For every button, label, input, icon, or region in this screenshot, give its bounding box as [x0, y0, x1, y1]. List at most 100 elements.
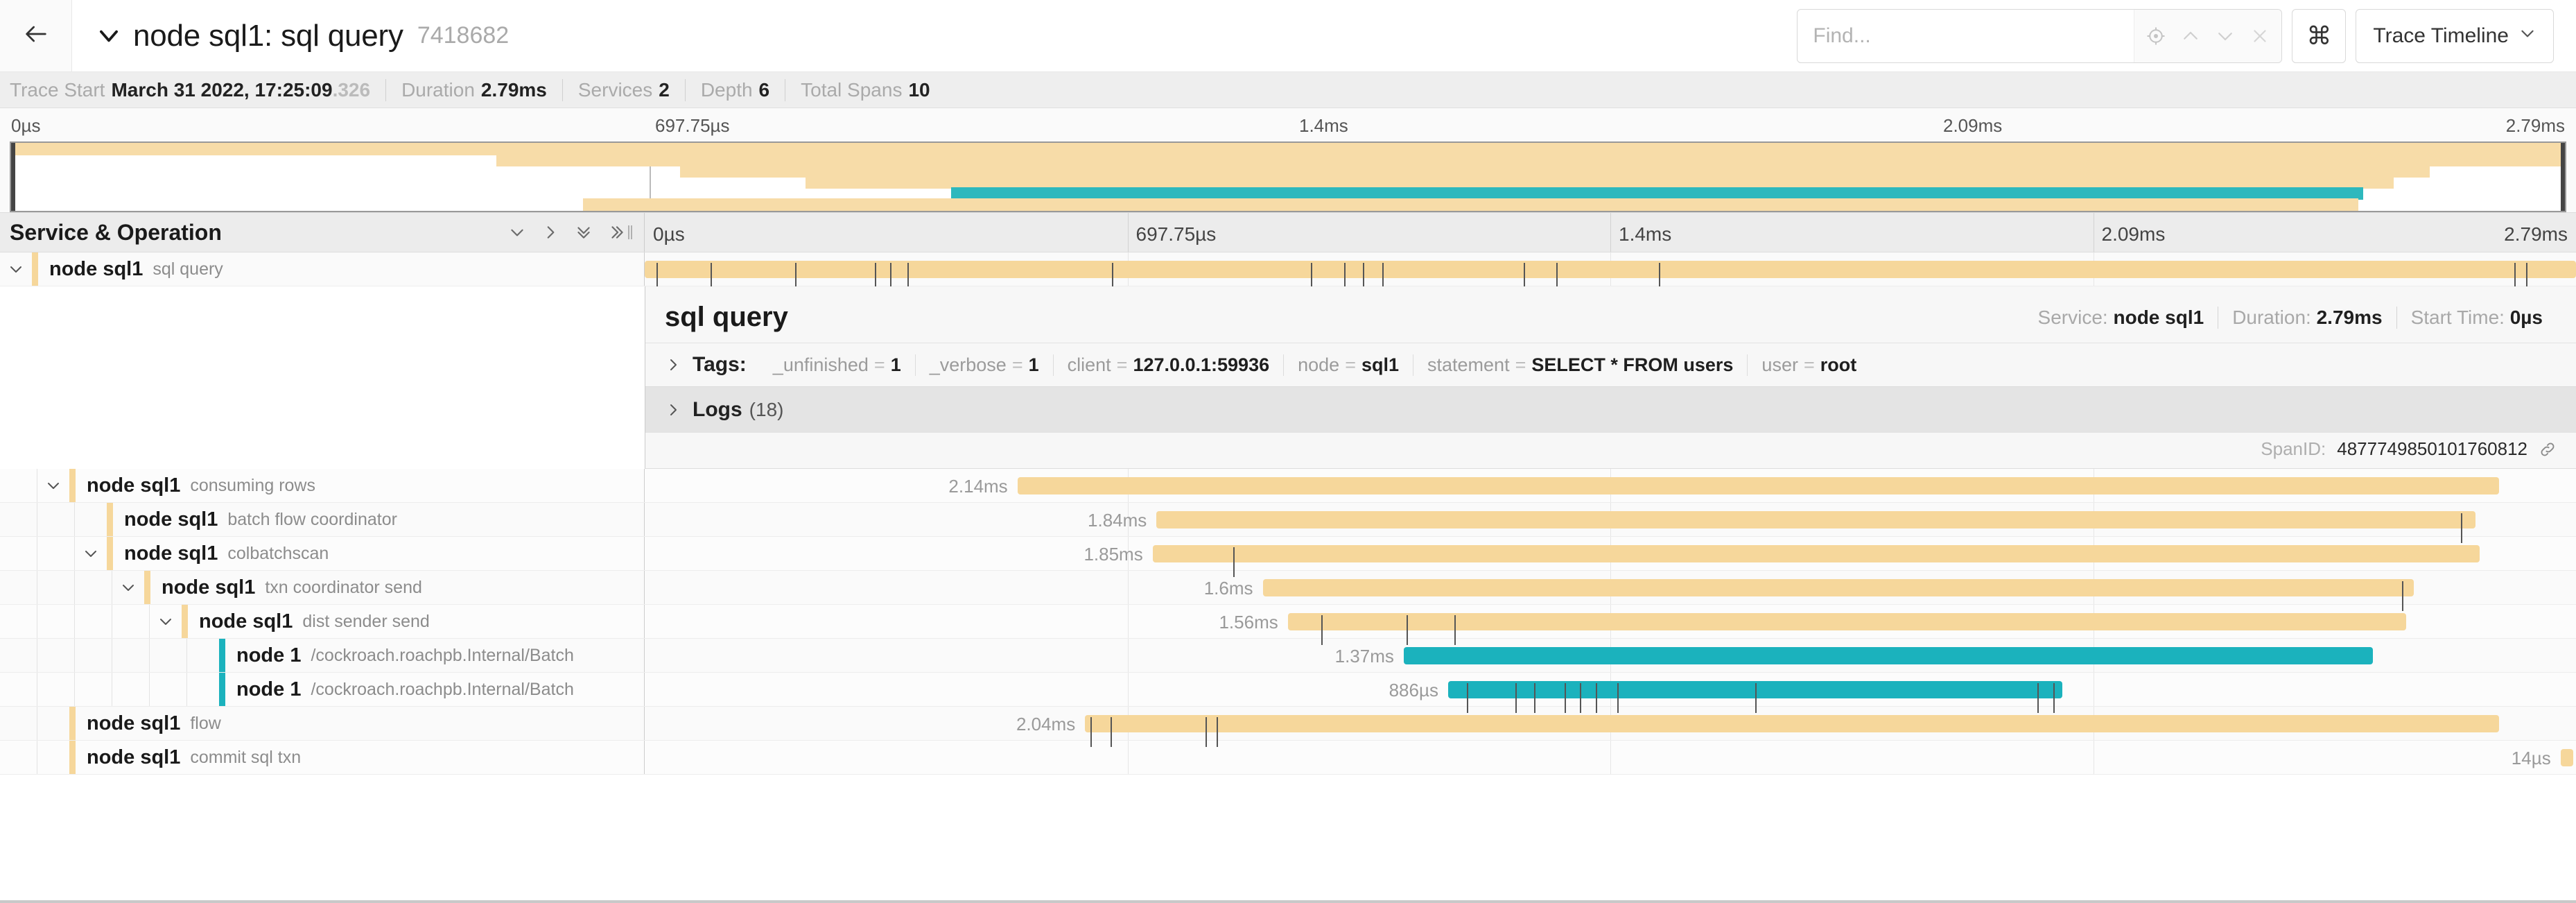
chevron-down-icon[interactable] — [2213, 24, 2237, 48]
chevron-right-icon[interactable] — [665, 402, 681, 418]
span-row-label-cell[interactable]: node sql1 batch flow coordinator — [0, 503, 645, 536]
log-marker[interactable] — [2402, 581, 2404, 611]
chevron-right-icon[interactable] — [541, 223, 559, 241]
log-marker[interactable] — [1406, 615, 1408, 645]
span-row[interactable]: node sql1 sql query — [0, 252, 2576, 293]
span-row[interactable]: node sql1 flow 2.04ms — [0, 707, 2576, 747]
minimap-drag-handle-left[interactable] — [11, 143, 15, 211]
span-row[interactable]: node sql1 commit sql txn 14µs — [0, 741, 2576, 775]
span-expand-toggle[interactable] — [150, 605, 182, 638]
log-marker[interactable] — [1343, 263, 1346, 293]
minimap-canvas[interactable] — [10, 141, 2566, 212]
log-marker[interactable] — [1112, 263, 1114, 293]
minimap[interactable]: 0µs 697.75µs 1.4ms 2.09ms 2.79ms — [0, 108, 2576, 212]
span-bar-cell[interactable]: 1.37ms — [645, 639, 2576, 672]
log-marker[interactable] — [1454, 615, 1456, 645]
span-row-label-cell[interactable]: node sql1 commit sql txn — [0, 741, 645, 774]
log-marker[interactable] — [907, 263, 909, 293]
log-marker[interactable] — [1382, 263, 1384, 293]
span-row-label-cell[interactable]: node sql1 txn coordinator send — [0, 571, 645, 604]
span-bar-cell[interactable] — [645, 252, 2576, 293]
span-bar[interactable] — [1403, 647, 2374, 664]
log-marker[interactable] — [2525, 263, 2527, 293]
link-icon[interactable] — [2539, 440, 2557, 458]
log-marker[interactable] — [2053, 683, 2055, 713]
log-marker[interactable] — [1658, 263, 1660, 293]
span-bar-cell[interactable]: 1.6ms — [645, 571, 2576, 611]
span-row-label-cell[interactable]: node 1/cockroach.roachpb.Internal/Batch — [0, 673, 645, 706]
span-row[interactable]: node sql1 txn coordinator send 1.6ms — [0, 571, 2576, 611]
span-row-label-cell[interactable]: node sql1 dist sender send — [0, 605, 645, 638]
chevron-right-icon[interactable] — [665, 356, 681, 373]
span-bar[interactable] — [1156, 511, 2476, 543]
span-bar[interactable] — [1085, 715, 2499, 747]
log-marker[interactable] — [795, 263, 797, 293]
back-button[interactable] — [0, 0, 72, 71]
close-icon[interactable] — [2248, 24, 2272, 48]
chevron-down-icon[interactable] — [96, 23, 122, 49]
chevron-up-icon[interactable] — [2179, 24, 2202, 48]
log-marker[interactable] — [1515, 683, 1517, 713]
log-marker[interactable] — [1595, 683, 1597, 713]
log-marker[interactable] — [1321, 615, 1323, 645]
span-row-label-cell[interactable]: node sql1 flow — [0, 707, 645, 740]
log-marker[interactable] — [1523, 263, 1525, 293]
keyboard-shortcuts-button[interactable]: ⌘ — [2292, 8, 2347, 63]
search-input[interactable] — [1798, 9, 2134, 62]
span-expand-toggle[interactable] — [37, 469, 69, 502]
logs-row[interactable]: Logs (18) — [645, 386, 2576, 433]
log-marker[interactable] — [1556, 263, 1558, 293]
log-marker[interactable] — [889, 263, 891, 293]
log-marker[interactable] — [1233, 547, 1235, 577]
span-bar-cell[interactable]: 1.56ms — [645, 605, 2576, 645]
span-bar[interactable] — [1262, 579, 2414, 611]
span-bar[interactable] — [1287, 613, 2406, 645]
log-marker[interactable] — [1580, 683, 1582, 713]
log-marker[interactable] — [1755, 683, 1757, 713]
log-marker[interactable] — [1090, 717, 1093, 747]
log-marker[interactable] — [1110, 717, 1112, 747]
span-row[interactable]: node sql1 colbatchscan 1.85ms — [0, 537, 2576, 577]
span-bar-cell[interactable]: 2.14ms — [645, 469, 2576, 502]
log-marker[interactable] — [1205, 717, 1207, 747]
chevron-down-icon[interactable] — [508, 223, 526, 241]
span-bar[interactable] — [2560, 749, 2573, 766]
view-mode-select[interactable]: Trace Timeline — [2356, 8, 2554, 63]
log-marker[interactable] — [1565, 683, 1567, 713]
log-marker[interactable] — [710, 263, 712, 293]
span-row[interactable]: node sql1 batch flow coordinator 1.84ms — [0, 503, 2576, 543]
log-marker[interactable] — [1466, 683, 1468, 713]
log-marker[interactable] — [874, 263, 876, 293]
span-row[interactable]: node 1/cockroach.roachpb.Internal/Batch 8… — [0, 673, 2576, 713]
span-bar[interactable] — [1017, 477, 2499, 495]
log-marker[interactable] — [1617, 683, 1619, 713]
span-row[interactable]: node sql1 consuming rows 2.14ms — [0, 469, 2576, 503]
span-row-label-cell[interactable]: node sql1 sql query — [0, 252, 645, 286]
span-row-label-cell[interactable]: node sql1 colbatchscan — [0, 537, 645, 570]
log-marker[interactable] — [656, 263, 658, 293]
span-row[interactable]: node sql1 dist sender send 1.56ms — [0, 605, 2576, 645]
log-marker[interactable] — [1311, 263, 1313, 293]
log-marker[interactable] — [2514, 263, 2516, 293]
span-expand-toggle[interactable] — [75, 537, 107, 570]
span-row-label-cell[interactable]: node sql1 consuming rows — [0, 469, 645, 502]
span-bar-cell[interactable]: 1.84ms — [645, 503, 2576, 543]
span-expand-toggle[interactable] — [112, 571, 144, 604]
span-bar[interactable] — [1152, 545, 2480, 577]
span-bar-cell[interactable]: 14µs — [645, 741, 2576, 774]
double-chevron-right-icon[interactable] — [608, 223, 626, 241]
log-marker[interactable] — [1216, 717, 1218, 747]
log-marker[interactable] — [1534, 683, 1535, 713]
log-marker[interactable] — [2461, 513, 2463, 543]
span-bar[interactable] — [645, 261, 2576, 293]
span-row[interactable]: node 1/cockroach.roachpb.Internal/Batch 1… — [0, 639, 2576, 673]
span-expand-toggle[interactable] — [0, 252, 32, 286]
log-marker[interactable] — [1363, 263, 1365, 293]
span-bar-cell[interactable]: 1.85ms — [645, 537, 2576, 577]
log-marker[interactable] — [2037, 683, 2039, 713]
span-bar-cell[interactable]: 886µs — [645, 673, 2576, 713]
column-resizer[interactable] — [626, 225, 632, 239]
span-bar[interactable] — [1447, 681, 2062, 713]
span-bar-cell[interactable]: 2.04ms — [645, 707, 2576, 747]
double-chevron-down-icon[interactable] — [575, 223, 593, 241]
